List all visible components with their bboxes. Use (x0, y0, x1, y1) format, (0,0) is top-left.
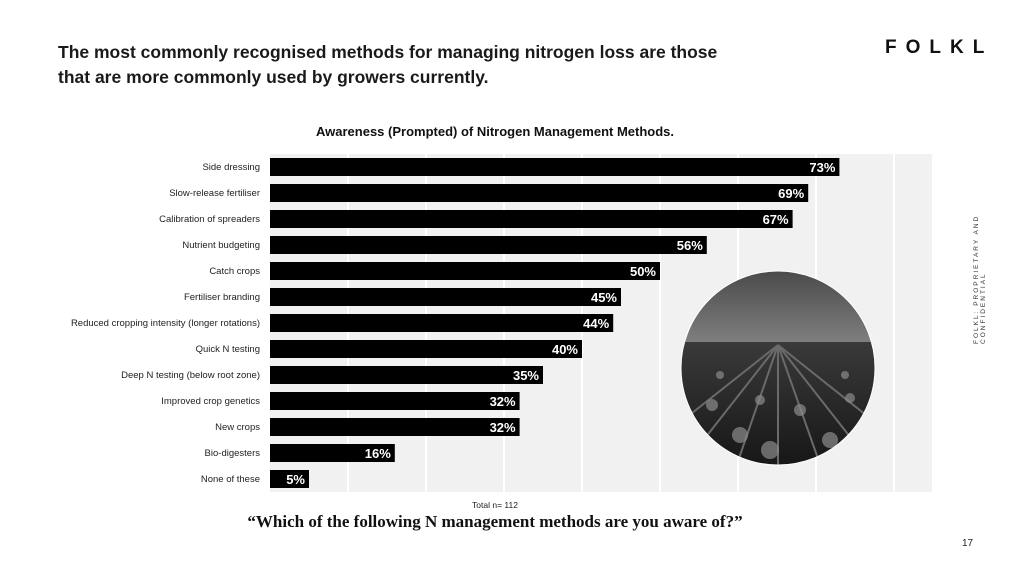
value-label: 5% (286, 472, 305, 487)
category-label: Deep N testing (below root zone) (121, 370, 260, 381)
category-label: Improved crop genetics (161, 396, 260, 407)
value-label: 44% (583, 316, 609, 331)
bar (270, 184, 809, 202)
category-label: Reduced cropping intensity (longer rotat… (71, 318, 260, 329)
value-label: 69% (778, 186, 804, 201)
bar (270, 392, 520, 410)
value-label: 73% (809, 160, 835, 175)
category-label: None of these (201, 474, 260, 485)
category-label: Fertiliser branding (184, 292, 260, 303)
value-label: 40% (552, 342, 578, 357)
total-n: Total n= 112 (472, 500, 518, 510)
value-label: 32% (490, 394, 516, 409)
chart-title: Awareness (Prompted) of Nitrogen Managem… (315, 124, 675, 139)
category-label: Calibration of spreaders (159, 214, 260, 225)
bar (270, 288, 621, 306)
headline: The most commonly recognised methods for… (58, 42, 718, 87)
page-number: 17 (962, 538, 974, 549)
bar (270, 210, 793, 228)
bar (270, 236, 707, 254)
value-label: 50% (630, 264, 656, 279)
bar (270, 418, 520, 436)
category-label: Slow-release fertiliser (169, 188, 260, 199)
category-label: New crops (215, 422, 260, 433)
bar-chart: Side dressing 73% Slow-release fertiliser 6… (71, 154, 932, 492)
bar (270, 340, 582, 358)
bar (270, 366, 543, 384)
bar (270, 262, 660, 280)
value-label: 16% (365, 446, 391, 461)
value-label: 45% (591, 290, 617, 305)
bar (270, 158, 840, 176)
folkl-logo: FOLKL (885, 37, 994, 58)
category-label: Bio-digesters (205, 448, 261, 459)
value-label: 32% (490, 420, 516, 435)
value-label: 35% (513, 368, 539, 383)
value-label: 67% (763, 212, 789, 227)
bar (270, 444, 395, 462)
value-label: 56% (677, 238, 703, 253)
category-label: Nutrient budgeting (182, 240, 260, 251)
survey-question: “Which of the following N management met… (247, 512, 743, 531)
bar (270, 314, 614, 332)
category-label: Side dressing (202, 162, 260, 173)
bar (270, 470, 309, 488)
category-label: Quick N testing (196, 344, 260, 355)
category-label: Catch crops (209, 266, 260, 277)
